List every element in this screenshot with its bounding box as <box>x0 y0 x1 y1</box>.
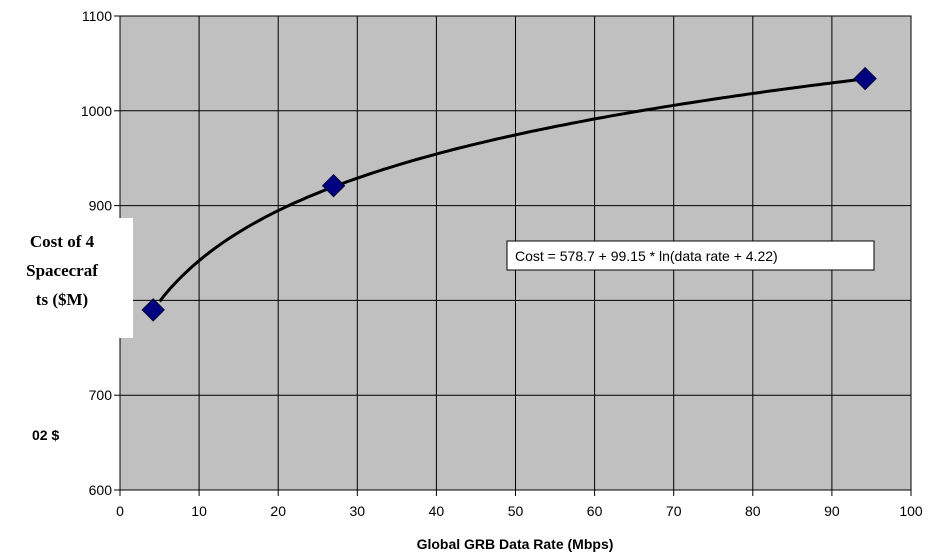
x-axis-title: Global GRB Data Rate (Mbps) <box>417 536 614 552</box>
x-tick-label: 40 <box>429 503 445 519</box>
x-tick-label: 80 <box>745 503 761 519</box>
x-tick-label: 70 <box>666 503 682 519</box>
x-tick-label: 10 <box>191 503 207 519</box>
x-tick-label: 60 <box>587 503 603 519</box>
data-point-diamond <box>321 173 346 198</box>
y-tick-label: 700 <box>89 387 113 403</box>
y-tick-label: 1100 <box>82 8 112 24</box>
data-point-diamond <box>853 66 877 91</box>
ylabel-box <box>0 218 133 338</box>
x-tick-label: 100 <box>899 503 923 519</box>
ylabel-line-1: Cost of 4 <box>30 232 95 251</box>
ylabel-line-3: ts ($M) <box>36 290 88 309</box>
x-tick-label: 90 <box>824 503 840 519</box>
x-tick-label: 20 <box>270 503 286 519</box>
x-tick-label: 50 <box>508 503 524 519</box>
ylabel-line-2: Spacecraf <box>26 261 98 280</box>
y-tick-label: 900 <box>89 198 113 214</box>
currency-note: 02 $ <box>32 427 59 443</box>
x-tick-label: 0 <box>116 503 124 519</box>
x-tick-label: 30 <box>350 503 366 519</box>
equation-box <box>506 240 875 271</box>
tick-labels: 0 10 20 30 40 50 60 70 80 90 100 600 700 900 1000 1100 <box>81 8 923 519</box>
y-tick-label: 1000 <box>81 103 112 119</box>
y-tick-label: 600 <box>89 482 113 498</box>
equation-label: Cost = 578.7 + 99.15 * ln(data rate + 4.… <box>515 248 778 264</box>
fit-curve <box>158 77 866 303</box>
data-points <box>141 66 877 322</box>
data-point-diamond <box>141 298 165 322</box>
